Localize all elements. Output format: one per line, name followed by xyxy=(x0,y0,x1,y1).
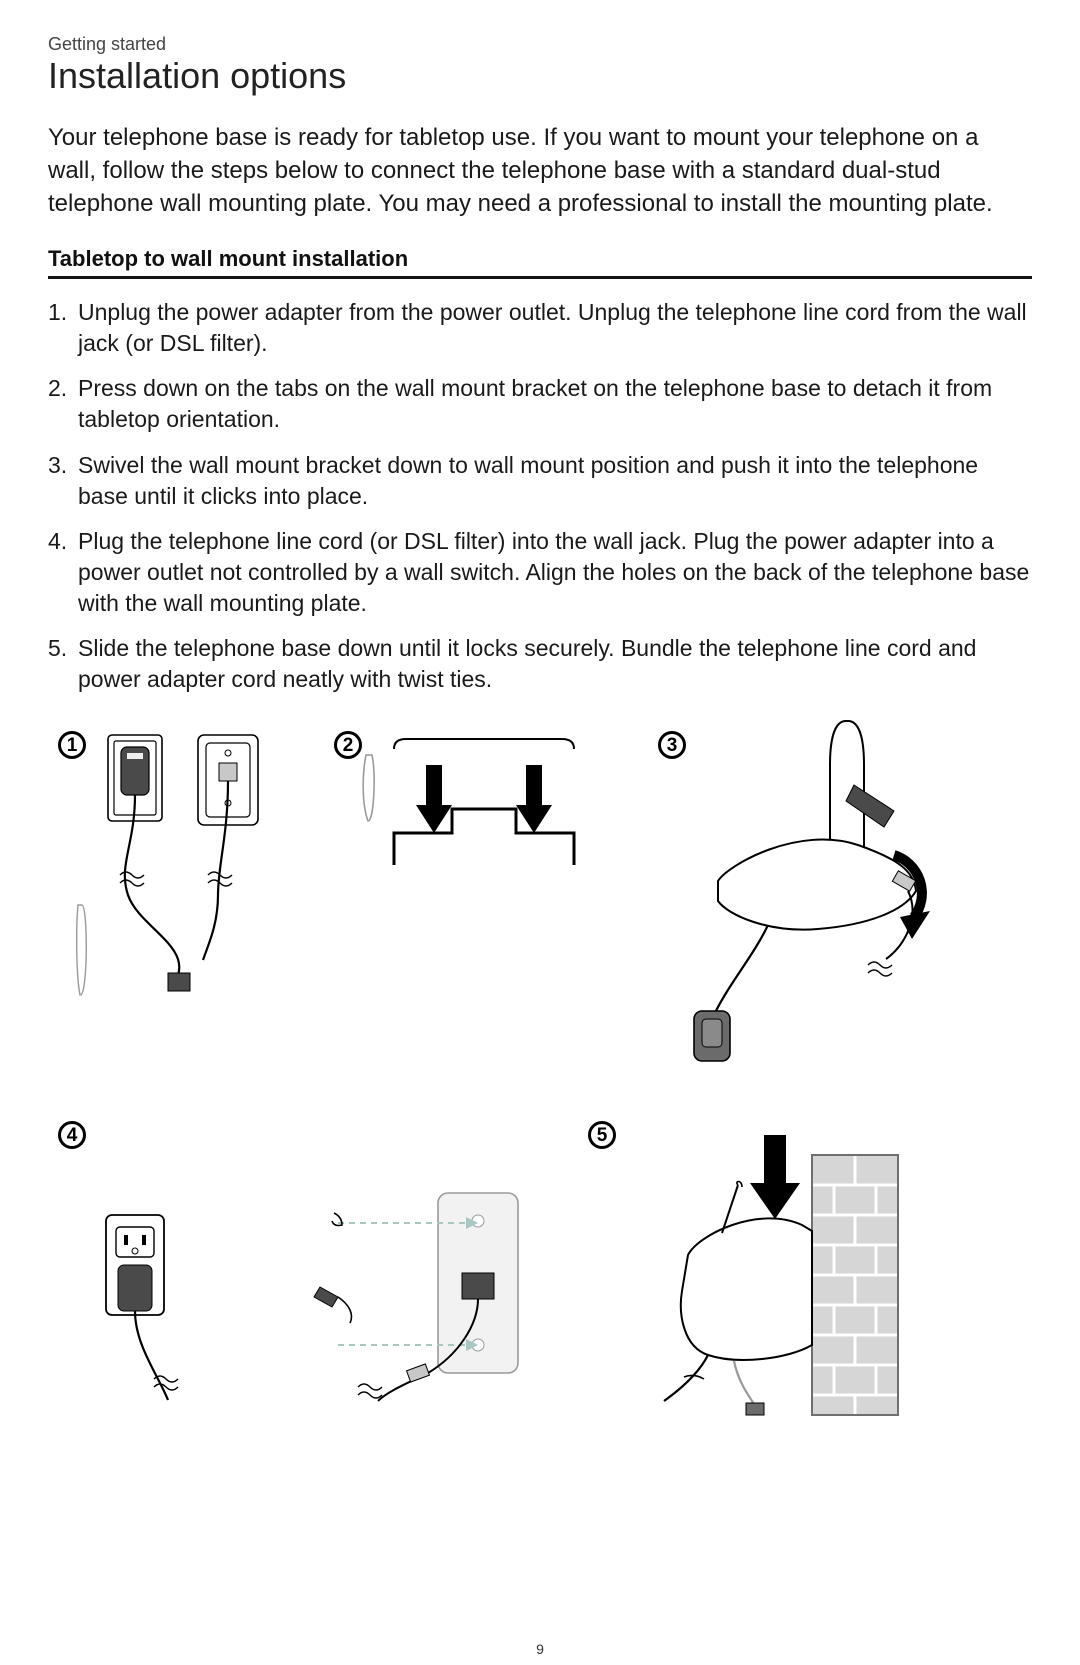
page-title: Installation options xyxy=(48,55,1032,97)
page-number: 9 xyxy=(0,1641,1080,1657)
diagram-1: 1 xyxy=(58,725,318,1025)
step-badge-5: 5 xyxy=(588,1121,616,1149)
diagram-3: 3 xyxy=(658,715,968,1075)
step-item: Press down on the tabs on the wall mount… xyxy=(48,373,1032,435)
step-item: Swivel the wall mount bracket down to wa… xyxy=(48,450,1032,512)
step-item: Unplug the power adapter from the power … xyxy=(48,297,1032,359)
step-badge-1: 1 xyxy=(58,731,86,759)
step-badge-4: 4 xyxy=(58,1121,86,1149)
manual-page: Getting started Installation options You… xyxy=(0,0,1080,1665)
diagram-2: 2 xyxy=(334,725,634,925)
step-item: Plug the telephone line cord (or DSL fil… xyxy=(48,526,1032,619)
step-item: Slide the telephone base down until it l… xyxy=(48,633,1032,695)
section-heading: Tabletop to wall mount installation xyxy=(48,246,1032,279)
step-badge-3: 3 xyxy=(658,731,686,759)
diagram-2-svg xyxy=(334,725,634,925)
diagram-5: 5 xyxy=(588,1115,918,1435)
steps-list: Unplug the power adapter from the power … xyxy=(48,297,1032,695)
diagram-3-svg xyxy=(658,715,968,1075)
diagram-4: 4 xyxy=(58,1115,558,1415)
diagram-4-svg xyxy=(58,1115,558,1415)
breadcrumb: Getting started xyxy=(48,34,1032,55)
step-badge-2: 2 xyxy=(334,731,362,759)
diagram-1-svg xyxy=(58,725,318,1025)
diagram-area: 1 xyxy=(48,715,1032,1615)
intro-paragraph: Your telephone base is ready for tableto… xyxy=(48,121,1032,220)
diagram-5-svg xyxy=(588,1115,918,1435)
